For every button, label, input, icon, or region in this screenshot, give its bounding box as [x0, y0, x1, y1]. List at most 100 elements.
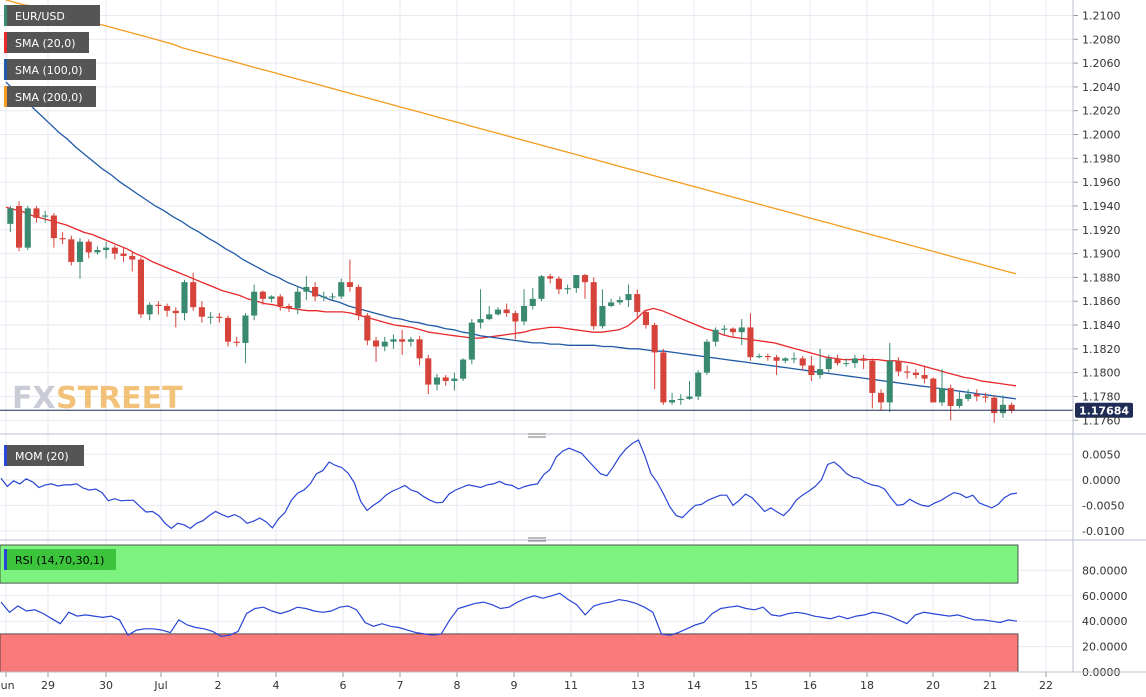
candle [94, 246, 101, 255]
candle [947, 384, 954, 421]
price-tick-label: 1.1780 [1082, 390, 1121, 403]
candle [738, 319, 745, 346]
candle [660, 348, 667, 405]
time-tick-label: 13 [631, 679, 645, 692]
candle [808, 355, 815, 381]
candle [843, 358, 850, 367]
candle [129, 251, 136, 272]
legend-sma-100[interactable]: SMA (100,0) [4, 59, 96, 80]
candle [860, 354, 867, 370]
candles [7, 201, 1015, 423]
rsi-tick-label: 60.0000 [1082, 590, 1128, 603]
candle [486, 305, 493, 321]
price-tick-label: 1.2060 [1082, 57, 1121, 70]
momentum-tick-label: 0.0050 [1082, 448, 1121, 461]
svg-text:MOM (20): MOM (20) [15, 450, 69, 463]
candle [207, 311, 214, 324]
candle [634, 289, 641, 318]
candle [564, 284, 571, 295]
svg-text:SMA (20,0): SMA (20,0) [15, 37, 76, 50]
candle [938, 369, 946, 406]
candle [233, 336, 240, 347]
candle [338, 278, 345, 299]
legend-sma-20[interactable]: SMA (20,0) [4, 32, 89, 53]
momentum-tick-label: -0.0050 [1082, 499, 1124, 512]
candle [625, 284, 632, 308]
rsi-tick-label: 40.0000 [1082, 615, 1128, 628]
price-axis: 1.2100 1.2080 1.2060 1.2040 1.2020 1.2000 1.19… [1073, 9, 1121, 427]
candle [7, 205, 14, 233]
candle [669, 392, 676, 405]
candle [346, 259, 353, 292]
time-tick-label: 29 [41, 679, 55, 692]
time-tick-label: 2 [215, 679, 222, 692]
price-tick-label: 1.1860 [1082, 295, 1121, 308]
svg-text:RSI (14,70,30,1): RSI (14,70,30,1) [15, 554, 104, 567]
time-tick-label: 6 [340, 679, 347, 692]
candle [416, 335, 423, 366]
candle [285, 303, 293, 312]
price-tick-label: 1.1840 [1082, 319, 1121, 332]
sma-line [5, 0, 1017, 275]
candle [991, 395, 998, 423]
legend-eurusd[interactable]: EUR/USD [4, 5, 100, 26]
legend-sma-200[interactable]: SMA (200,0) [4, 86, 96, 107]
candle [921, 365, 928, 384]
candle [42, 210, 49, 223]
candle [24, 205, 31, 251]
candle [76, 238, 84, 279]
candle [259, 290, 266, 305]
price-tick-label: 1.1940 [1082, 200, 1121, 213]
time-tick-label: 22 [1039, 679, 1053, 692]
candle [851, 354, 858, 368]
price-tick-label: 1.1760 [1082, 414, 1121, 427]
sma-line [5, 81, 1017, 400]
panel-resize-handle-2[interactable] [0, 537, 1146, 542]
legend-mom[interactable]: MOM (20) [4, 445, 84, 466]
time-tick-label: 21 [983, 679, 997, 692]
candle [425, 354, 432, 395]
time-axis: Jun 29 30 Jul 2 4 6 7 8 9 11 13 14 15 16 18 20 21 22 [0, 671, 1146, 692]
momentum-line [0, 439, 1018, 530]
candle [886, 342, 893, 412]
candle [529, 288, 536, 310]
candle [181, 279, 188, 321]
candle [320, 291, 327, 302]
candle [651, 322, 658, 390]
rsi-tick-label: 80.0000 [1082, 564, 1128, 577]
candle [216, 313, 223, 323]
candle [790, 352, 798, 364]
candle [381, 336, 388, 352]
legend-rsi[interactable]: RSI (14,70,30,1) [4, 549, 116, 570]
time-tick-label: Jul [153, 679, 167, 692]
candle [494, 307, 501, 316]
candle [1008, 402, 1015, 414]
panel-resize-handle-1[interactable] [0, 433, 1146, 438]
time-tick-label: 7 [397, 679, 404, 692]
candle [146, 302, 153, 321]
candle [329, 292, 336, 301]
price-tick-label: 1.1820 [1082, 343, 1121, 356]
price-tick-label: 1.1960 [1082, 176, 1121, 189]
candle [965, 389, 972, 402]
candle [817, 348, 824, 379]
time-tick-label: 4 [273, 679, 280, 692]
candle [224, 315, 232, 347]
candle [137, 257, 145, 318]
candle [312, 282, 319, 302]
price-tick-label: 1.1920 [1082, 224, 1121, 237]
momentum-tick-label: 0.0000 [1082, 474, 1121, 487]
candle [33, 205, 40, 223]
candle [782, 357, 789, 364]
rsi-oversold-zone [0, 633, 1019, 673]
candle [895, 357, 902, 377]
candle [756, 353, 763, 359]
candle [973, 389, 980, 402]
svg-text:SMA (200,0): SMA (200,0) [15, 91, 83, 104]
candle [590, 277, 597, 330]
candle [721, 325, 728, 335]
candle [16, 201, 23, 252]
candle [703, 339, 710, 376]
